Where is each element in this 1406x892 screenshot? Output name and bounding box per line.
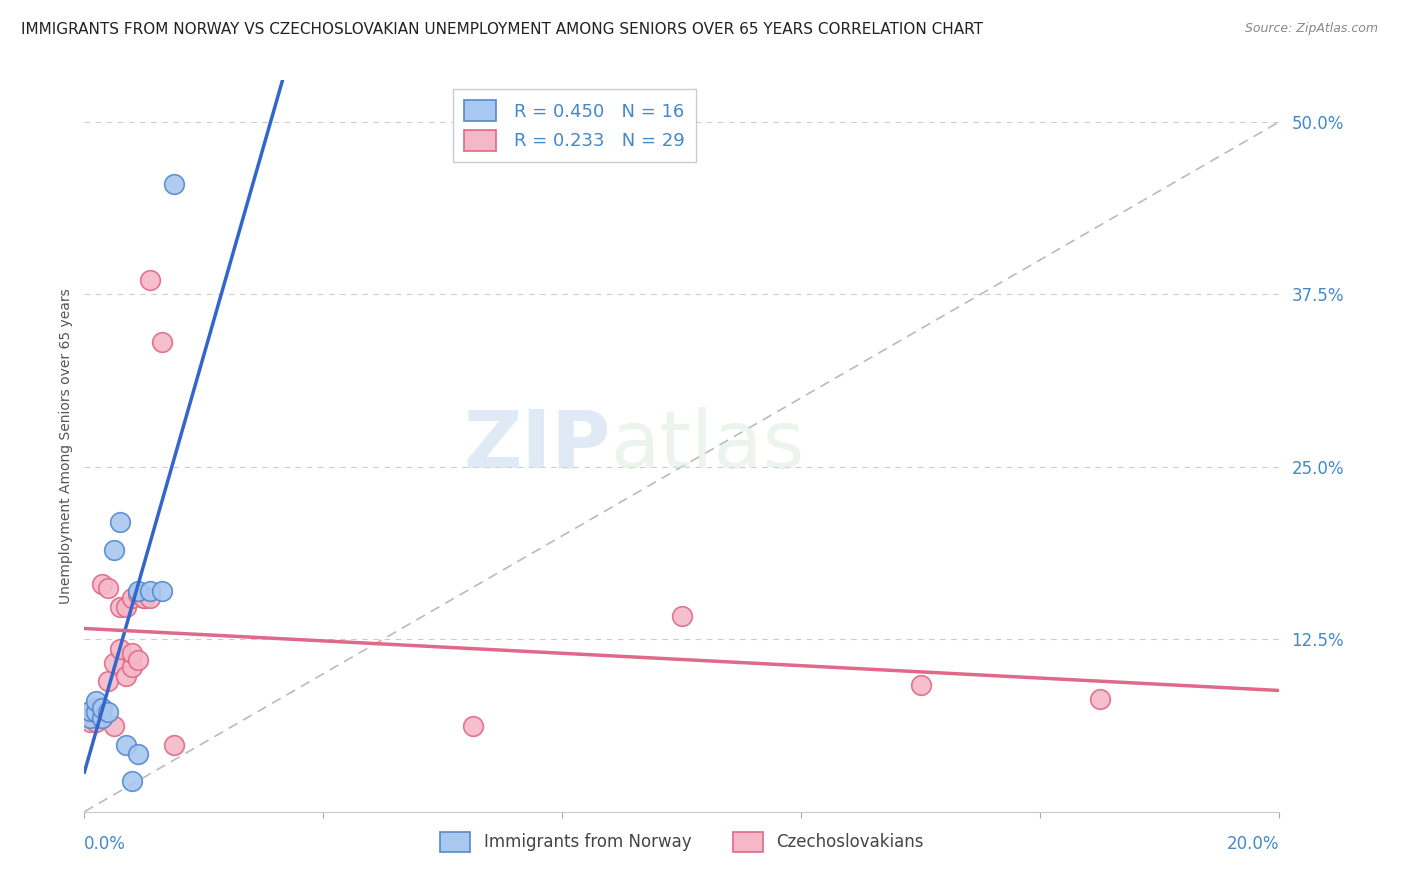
Point (86, 706, 108, 720)
Point (79, 708, 101, 723)
Point (121, 774, 143, 789)
Text: atlas: atlas (610, 407, 804, 485)
Point (150, 583, 173, 598)
Point (97, 673, 120, 688)
Point (127, 583, 149, 598)
Point (97, 581, 120, 595)
Text: ZIP: ZIP (463, 407, 610, 485)
Point (671, 608, 693, 623)
Point (163, 177, 186, 191)
Point (139, 591, 162, 605)
Point (91, 711, 114, 725)
Point (86, 701, 108, 715)
Point (139, 273, 162, 287)
Point (110, 600, 132, 615)
Point (139, 583, 162, 598)
Point (115, 600, 138, 615)
Point (127, 653, 149, 667)
Point (79, 704, 101, 718)
Point (127, 587, 149, 601)
Point (86, 714, 108, 729)
Point (115, 739, 138, 753)
Point (163, 739, 186, 753)
Point (91, 701, 114, 715)
Point (103, 719, 125, 733)
Legend: Immigrants from Norway, Czechoslovakians: Immigrants from Norway, Czechoslovakians (433, 826, 931, 858)
Point (91, 711, 114, 725)
Text: 0.0%: 0.0% (84, 835, 127, 853)
Point (86, 694, 108, 708)
Point (110, 515, 132, 529)
Point (79, 711, 101, 725)
Text: 20.0%: 20.0% (1227, 835, 1279, 853)
Point (127, 747, 149, 761)
Point (79, 714, 101, 729)
Point (150, 335, 173, 350)
Y-axis label: Unemployment Among Seniors over 65 years: Unemployment Among Seniors over 65 years (59, 288, 73, 604)
Point (910, 678, 932, 692)
Point (97, 706, 120, 720)
Text: Source: ZipAtlas.com: Source: ZipAtlas.com (1244, 22, 1378, 36)
Point (121, 591, 143, 605)
Point (1090, 691, 1112, 706)
Point (461, 719, 484, 733)
Point (115, 669, 138, 683)
Text: IMMIGRANTS FROM NORWAY VS CZECHOSLOVAKIAN UNEMPLOYMENT AMONG SENIORS OVER 65 YEA: IMMIGRANTS FROM NORWAY VS CZECHOSLOVAKIA… (21, 22, 983, 37)
Point (103, 542, 125, 557)
Point (121, 646, 143, 660)
Point (103, 656, 125, 670)
Point (121, 660, 143, 674)
Point (91, 577, 114, 591)
Point (132, 591, 156, 605)
Point (110, 641, 132, 656)
Point (132, 591, 156, 605)
